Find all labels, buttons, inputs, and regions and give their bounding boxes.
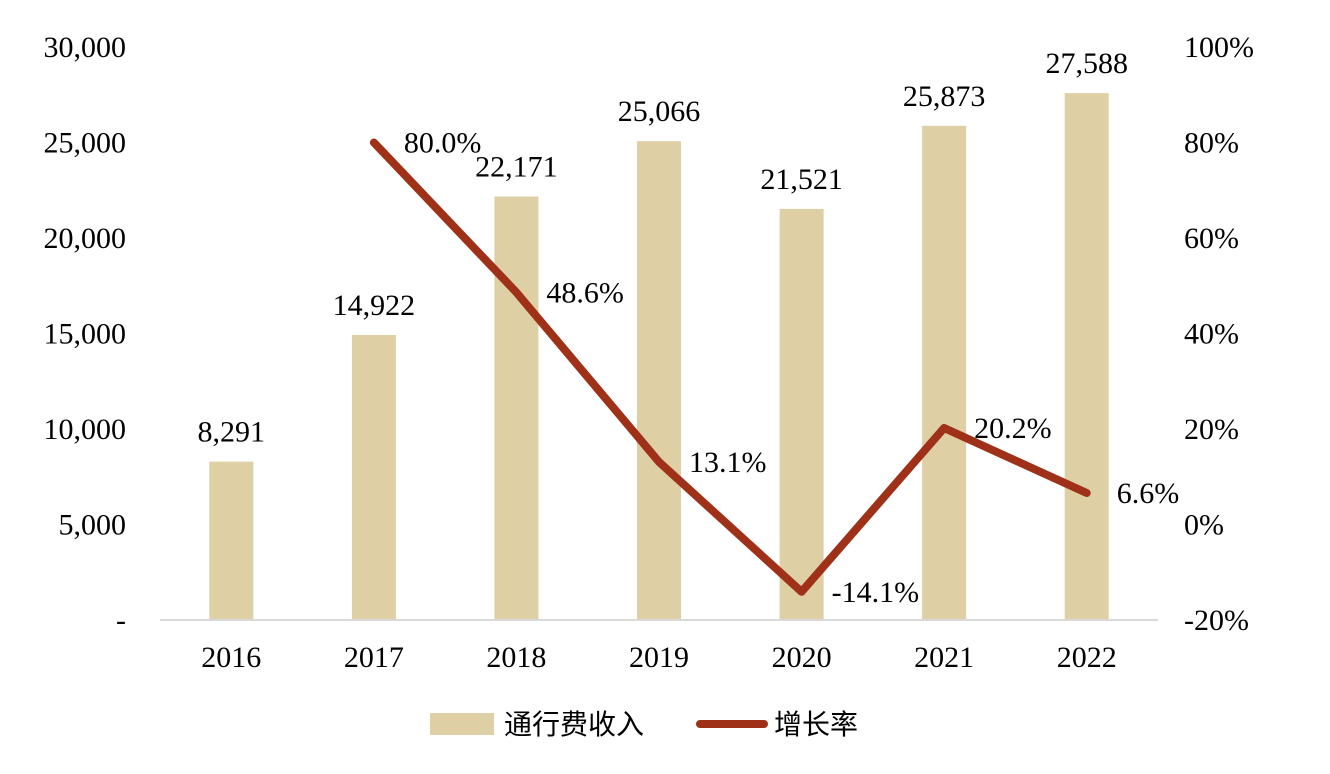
right-y-axis: -20% 0% 20% 40% 60% 80% 100%	[1184, 31, 1254, 637]
left-tick-label: 25,000	[44, 127, 127, 160]
x-tick-label-2022: 2022	[1057, 641, 1117, 674]
x-tick-label-2016: 2016	[201, 641, 261, 674]
x-tick-label-2017: 2017	[344, 641, 404, 674]
legend-swatch-bar	[430, 713, 494, 735]
right-tick-label: 0%	[1184, 509, 1224, 542]
bars-layer	[209, 93, 1109, 621]
left-tick-label: -	[116, 604, 126, 637]
growth-label-2020: -14.1%	[832, 576, 919, 609]
growth-label-2022: 6.6%	[1117, 477, 1180, 510]
x-tick-label-2021: 2021	[914, 641, 974, 674]
left-tick-label: 10,000	[44, 413, 127, 446]
right-tick-label: -20%	[1184, 604, 1249, 637]
bar-value-label-2018: 22,171	[475, 151, 558, 184]
legend-label-bar: 通行费收入	[504, 708, 644, 741]
right-tick-label: 60%	[1184, 222, 1239, 255]
bar-value-label-2019: 25,066	[618, 95, 701, 128]
x-axis: 2016 2017 2018 2019 2020 2021 2022	[201, 641, 1116, 674]
bar-2017	[351, 335, 396, 620]
bar-2018	[494, 196, 539, 620]
growth-label-2017: 80.0%	[404, 127, 482, 160]
left-tick-label: 5,000	[59, 509, 127, 542]
legend: 通行费收入 增长率	[430, 708, 858, 741]
left-tick-label: 20,000	[44, 222, 127, 255]
bar-value-label-2022: 27,588	[1045, 47, 1128, 80]
growth-label-2019: 13.1%	[689, 446, 767, 479]
bar-2019	[637, 141, 681, 620]
left-tick-label: 15,000	[44, 318, 127, 351]
bar-2021	[922, 125, 967, 621]
right-tick-label: 100%	[1184, 31, 1254, 64]
right-tick-label: 40%	[1184, 318, 1239, 351]
bar-value-label-2016: 8,291	[198, 416, 266, 449]
growth-rate-line	[369, 138, 1091, 596]
growth-label-2018: 48.6%	[546, 276, 624, 309]
bar-2020	[779, 208, 824, 620]
x-tick-label-2018: 2018	[486, 641, 546, 674]
right-tick-label: 80%	[1184, 127, 1239, 160]
right-tick-label: 20%	[1184, 413, 1239, 446]
x-tick-label-2020: 2020	[772, 641, 832, 674]
line-layer	[369, 138, 1091, 596]
bar-value-label-2017: 14,922	[333, 289, 416, 322]
bar-2016	[209, 461, 254, 620]
left-y-axis: - 5,000 10,000 15,000 20,000 25,000 30,000	[44, 31, 127, 637]
data-labels-layer: 8,291 14,922 22,171 25,066 21,521 25,873 27,58…	[198, 47, 1180, 609]
bar-value-label-2020: 21,521	[760, 163, 843, 196]
bar-2022	[1064, 93, 1109, 621]
growth-label-2021: 20.2%	[974, 412, 1052, 445]
legend-label-line: 增长率	[774, 708, 858, 741]
left-tick-label: 30,000	[44, 31, 127, 64]
bar-value-label-2021: 25,873	[903, 80, 986, 113]
x-tick-label-2019: 2019	[629, 641, 689, 674]
